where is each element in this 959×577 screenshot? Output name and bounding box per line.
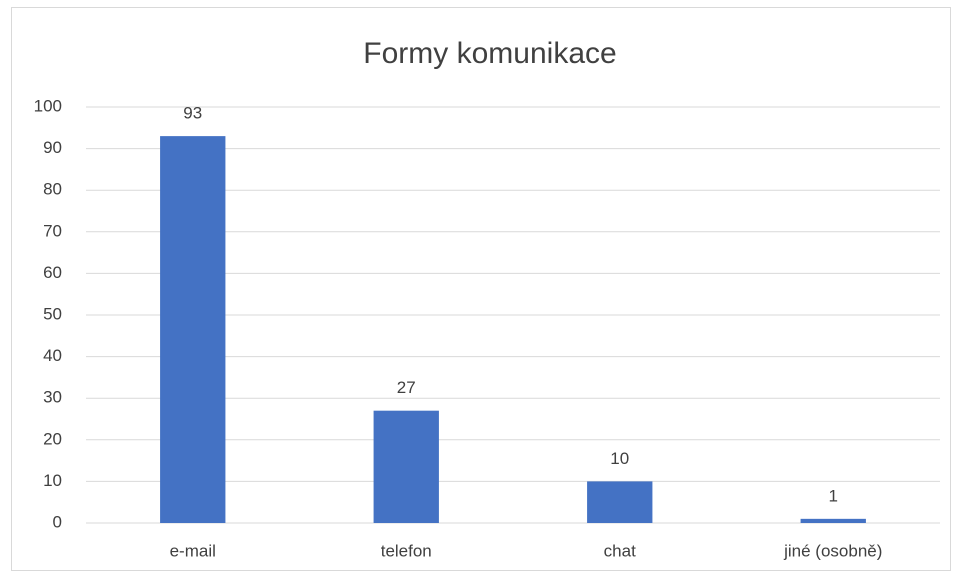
bar — [373, 410, 439, 523]
y-tick-label: 20 — [43, 429, 62, 448]
y-tick-label: 80 — [43, 180, 62, 199]
chart-border — [11, 7, 951, 571]
x-tick-label: e-mail — [170, 541, 216, 560]
y-tick-label: 10 — [43, 471, 62, 490]
y-tick-label: 60 — [43, 263, 62, 282]
y-tick-label: 90 — [43, 138, 62, 157]
x-tick-label: chat — [604, 541, 636, 560]
x-tick-label: jiné (osobně) — [783, 541, 882, 560]
x-tick-label: telefon — [381, 541, 432, 560]
y-tick-label: 0 — [53, 512, 62, 531]
bar — [587, 481, 653, 523]
chart-title: Formy komunikace — [363, 37, 616, 70]
data-label: 93 — [183, 104, 202, 123]
data-label: 1 — [829, 486, 838, 505]
y-tick-label: 100 — [34, 96, 62, 115]
bar — [160, 136, 226, 523]
y-tick-label: 50 — [43, 304, 62, 323]
bar — [800, 518, 866, 523]
data-label: 10 — [610, 449, 629, 468]
y-tick-label: 30 — [43, 388, 62, 407]
y-tick-label: 70 — [43, 221, 62, 240]
y-tick-label: 40 — [43, 346, 62, 365]
data-label: 27 — [397, 378, 416, 397]
